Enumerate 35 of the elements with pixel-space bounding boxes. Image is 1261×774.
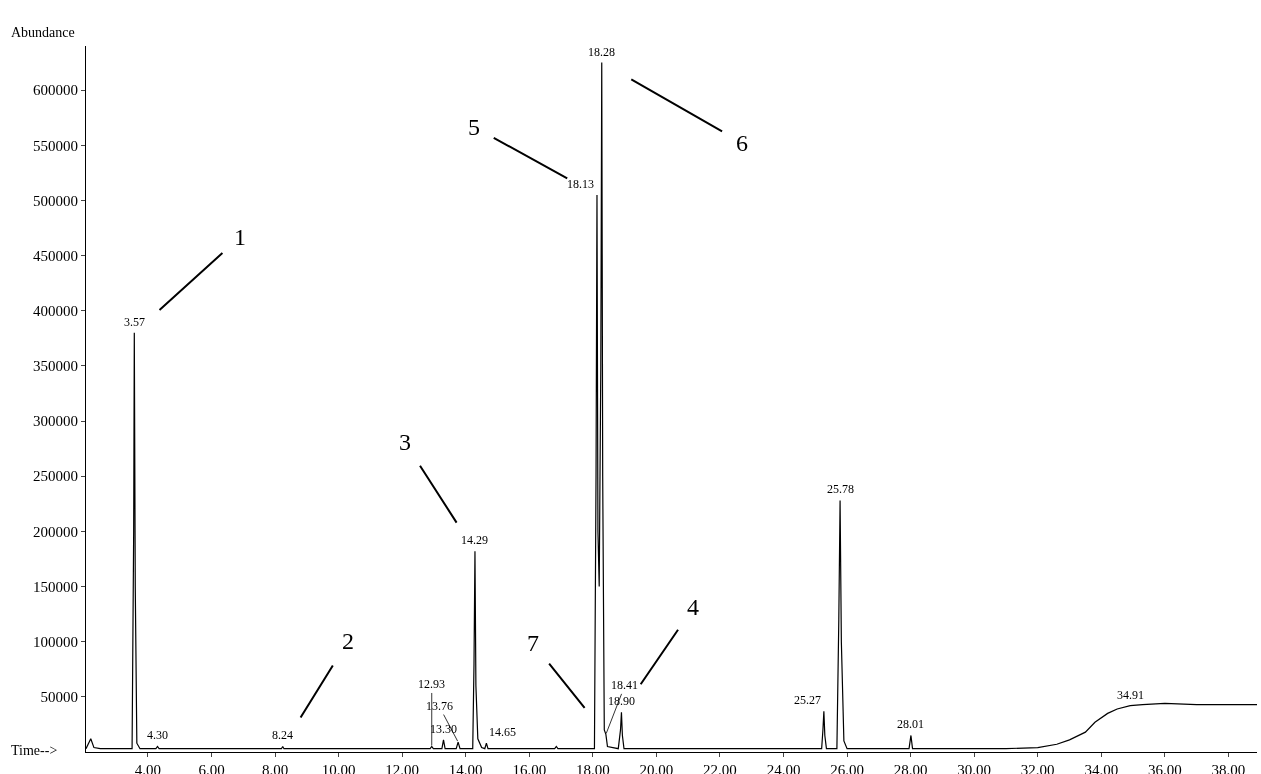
y-tick-label: 200000	[33, 523, 78, 540]
y-tick-label: 450000	[33, 247, 78, 264]
annotation: 25.78	[827, 482, 854, 496]
y-tick-label: 300000	[33, 413, 78, 430]
annotation: 3	[399, 429, 411, 455]
annotation: 18.90	[608, 694, 635, 708]
y-tick-label: 250000	[33, 468, 78, 485]
annotation: 1	[234, 224, 246, 250]
annotation: 18.28	[588, 45, 615, 59]
y-tick-label: 50000	[40, 689, 78, 706]
y-axis-title: Abundance	[11, 25, 75, 40]
y-tick-label: 550000	[33, 137, 78, 154]
annotation: 4	[687, 594, 699, 620]
annotation: 7	[527, 630, 539, 656]
annotation: 12.93	[418, 677, 445, 691]
annotation: 2	[342, 628, 354, 654]
y-tick-label: 350000	[33, 358, 78, 375]
annotation: 3.57	[124, 315, 145, 329]
annotation: 18.13	[567, 177, 594, 191]
annotation: 4.30	[147, 728, 168, 742]
y-tick-label: 600000	[33, 82, 78, 99]
annotation: 5	[468, 114, 480, 140]
annotation: 8.24	[272, 728, 293, 742]
annotation: 25.27	[794, 693, 821, 707]
annotation: 34.91	[1117, 688, 1144, 702]
y-tick-label: 100000	[33, 633, 78, 650]
annotation: 28.01	[897, 717, 924, 731]
annotation: 18.41	[611, 678, 638, 692]
y-tick-label: 150000	[33, 578, 78, 595]
annotation: 6	[736, 130, 748, 156]
annotation: 14.29	[461, 533, 488, 547]
x-axis-title: Time-->	[11, 743, 58, 758]
annotation: 14.65	[489, 725, 516, 739]
y-tick-label: 400000	[33, 303, 78, 319]
y-tick-label: 500000	[33, 192, 78, 209]
